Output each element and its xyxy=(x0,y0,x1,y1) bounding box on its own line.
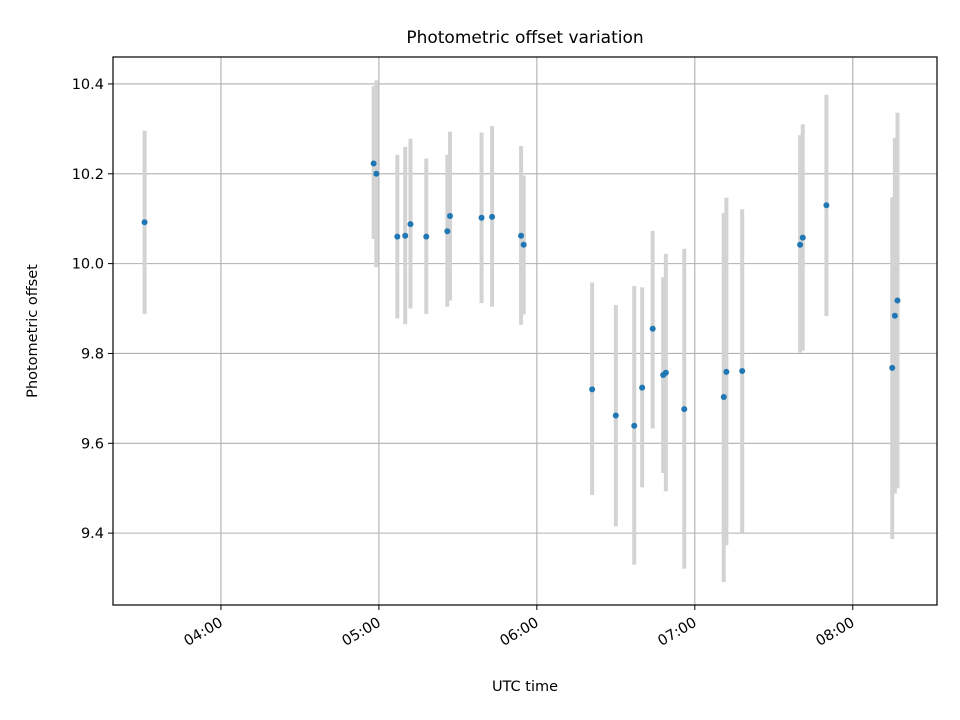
y-tick-label: 10.0 xyxy=(72,257,104,273)
data-point xyxy=(141,219,148,226)
data-point xyxy=(639,384,646,391)
data-point xyxy=(612,412,619,419)
data-point xyxy=(894,297,901,304)
y-axis-ticks: 9.4 9.6 9.8 10.0 10.2 10.4 xyxy=(72,77,113,542)
data-point xyxy=(446,213,453,220)
data-point xyxy=(489,213,496,220)
data-point xyxy=(681,406,688,413)
y-tick-label: 10.4 xyxy=(72,77,104,93)
data-point xyxy=(631,422,638,429)
data-point xyxy=(662,369,669,376)
data-point xyxy=(799,234,806,241)
data-points xyxy=(141,160,901,429)
data-point xyxy=(723,368,730,375)
plot-frame xyxy=(112,56,938,606)
data-point xyxy=(739,367,746,374)
data-point xyxy=(478,214,485,221)
data-point xyxy=(891,312,898,319)
data-point xyxy=(407,221,414,228)
x-axis-label: UTC time xyxy=(492,679,558,695)
data-point xyxy=(394,233,401,240)
data-point xyxy=(797,241,804,248)
data-point xyxy=(373,170,380,177)
data-point xyxy=(423,233,430,240)
data-point xyxy=(520,241,527,248)
data-point xyxy=(720,394,727,401)
data-point xyxy=(589,386,596,393)
data-point xyxy=(518,232,525,239)
y-tick-label: 9.6 xyxy=(81,436,104,452)
y-tick-label: 10.2 xyxy=(72,167,104,183)
y-tick-label: 9.4 xyxy=(81,526,104,542)
y-axis-label: Photometric offset xyxy=(25,264,41,398)
data-point xyxy=(889,364,896,371)
chart-title: Photometric offset variation xyxy=(406,28,643,48)
data-point xyxy=(444,228,451,235)
data-point xyxy=(649,325,656,332)
data-point xyxy=(370,160,377,167)
y-tick-label: 9.8 xyxy=(81,346,104,362)
data-point xyxy=(823,202,830,209)
data-point xyxy=(402,232,409,239)
